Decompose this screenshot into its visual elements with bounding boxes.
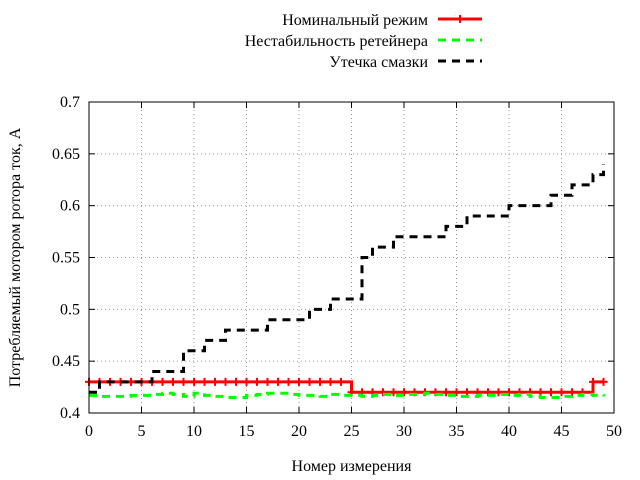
series-1-point [305, 377, 314, 386]
legend-label: Номинальный режим [282, 12, 428, 29]
x-tick-label: 20 [291, 423, 307, 440]
series-1-point [221, 377, 230, 386]
y-axis-ticks: 0.4 0.45 0.5 0.55 0.6 0.65 0.7 [52, 94, 614, 422]
series-1-point [400, 388, 408, 397]
series-1-line [89, 380, 604, 394]
series-1-point [337, 377, 345, 386]
series-1-point [169, 377, 177, 386]
series-1-point [494, 388, 503, 397]
y-tick-label: 0.5 [60, 301, 80, 318]
series-1-point [253, 377, 261, 386]
plot-frame [88, 101, 615, 414]
series-2-line [89, 391, 605, 399]
series-1-point [452, 388, 461, 397]
x-tick-label: 40 [501, 423, 517, 440]
grid [89, 102, 614, 413]
series-1-point [589, 377, 597, 386]
x-tick-label: 45 [554, 423, 570, 440]
series-1-point [547, 388, 555, 397]
x-tick-label: 10 [186, 423, 202, 440]
y-tick-label: 0.55 [52, 250, 80, 267]
series-1-point [284, 377, 293, 386]
legend-label: Утечка смазки [329, 54, 428, 71]
series-group [85, 164, 608, 399]
series-1-point [505, 388, 513, 397]
x-tick-label: 0 [85, 423, 93, 440]
y-tick-label: 0.4 [60, 405, 80, 422]
series-1-point [242, 377, 251, 386]
series-1-point [274, 377, 282, 386]
series-1-point [557, 388, 566, 397]
y-tick-label: 0.6 [60, 198, 80, 215]
series-1-point [211, 377, 219, 386]
legend: Номинальный режим Нестабильность ретейнер… [245, 12, 482, 71]
legend-marker [456, 15, 464, 23]
series-1-point [599, 377, 608, 386]
series-1-point [326, 377, 335, 386]
x-axis-ticks: 0 5 10 15 20 25 30 35 40 45 50 [85, 102, 622, 440]
series-1-point [232, 377, 240, 386]
x-tick-label: 25 [344, 423, 360, 440]
series-1-point [158, 377, 167, 386]
y-tick-label: 0.45 [52, 353, 80, 370]
x-tick-label: 30 [396, 423, 412, 440]
x-tick-label: 35 [449, 423, 465, 440]
x-tick-label: 5 [138, 423, 146, 440]
series-1-point [379, 388, 387, 397]
y-tick-label: 0.7 [60, 94, 80, 111]
series-3-line [89, 164, 605, 394]
series-1-point [200, 377, 209, 386]
series-1-point [316, 377, 324, 386]
series-1-point [263, 377, 272, 386]
legend-label: Нестабильность ретейнера [245, 33, 428, 50]
x-axis-label: Номер измерения [292, 458, 413, 475]
y-axis-label: Потребляемый мотором ротора ток, А [7, 127, 24, 387]
y-tick-label: 0.65 [52, 146, 80, 163]
series-1-point [389, 388, 398, 397]
series-1-point [442, 388, 450, 397]
series-1-point [179, 377, 188, 386]
series-1-point [190, 377, 198, 386]
x-tick-label: 15 [239, 423, 255, 440]
series-1-point [295, 377, 303, 386]
x-tick-label: 50 [606, 423, 622, 440]
